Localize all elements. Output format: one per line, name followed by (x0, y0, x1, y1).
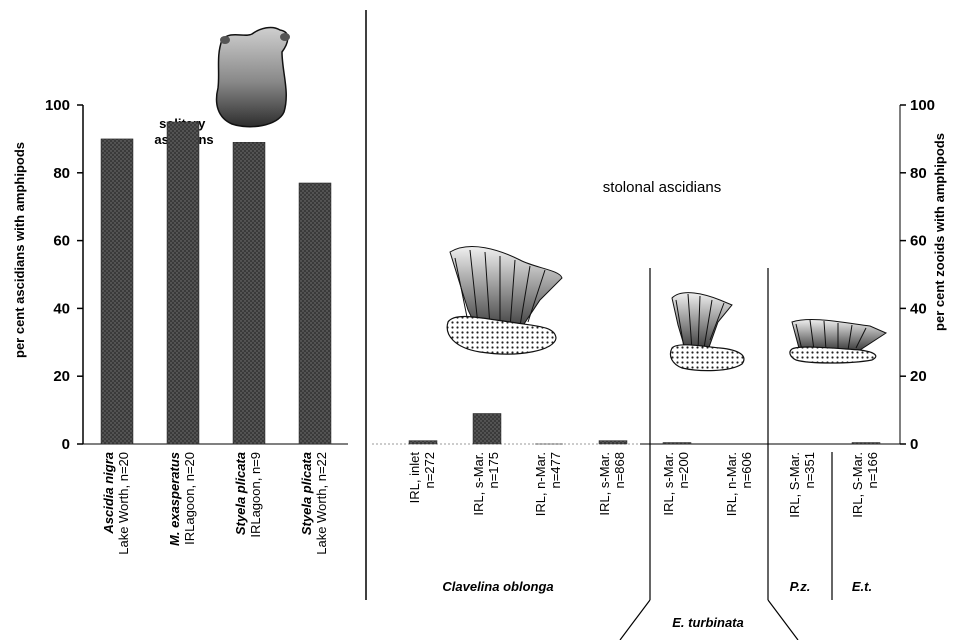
n-label: n=200 (676, 452, 691, 489)
bar-solitary (100, 138, 134, 445)
stolonal-ascidian-drawing-2 (669, 292, 745, 372)
species-name: Styela plicata (299, 452, 314, 535)
left-tick-label: 0 (62, 436, 70, 453)
site-label: IRL, n-Mar. (533, 452, 548, 516)
category-label: M. exasperatus IRLagoon, n=20 (167, 452, 197, 546)
left-axis-title: per cent ascidians with amphipods (12, 142, 27, 358)
category-label: IRL, s-Mar. n=200 (661, 452, 691, 516)
left-tick-label: 60 (53, 233, 70, 250)
category-label: IRL, s-Mar. n=175 (471, 452, 501, 516)
group-labels: Clavelina oblonga E. turbinata P.z. E.t. (442, 579, 872, 630)
n-label: n=477 (548, 452, 563, 489)
solitary-ascidian-drawing (215, 26, 290, 128)
right-tick-label: 0 (910, 436, 918, 453)
bars (100, 121, 881, 445)
site-label: IRL, s-Mar. (661, 452, 676, 516)
stolonal-ascidian-drawing (446, 246, 563, 355)
site-label: IRL, inlet (407, 452, 422, 504)
category-label: IRL, inlet n=272 (407, 452, 437, 504)
left-tick-label: 20 (53, 368, 70, 385)
site-label: IRL, S-Mar. (787, 452, 802, 518)
left-tick-label: 40 (53, 300, 70, 317)
n-label: n=175 (486, 452, 501, 489)
bar-stolonal (662, 442, 692, 445)
n-label: n=351 (802, 452, 817, 489)
site-label: IRL, n-Mar. (724, 452, 739, 516)
bar-solitary (232, 142, 266, 445)
bracket-line (767, 599, 799, 640)
species-name: M. exasperatus (167, 452, 182, 546)
site-label: IRL, s-Mar. (471, 452, 486, 516)
right-tick-label: 60 (910, 233, 927, 250)
n-label: n=868 (612, 452, 627, 489)
n-label: n=166 (865, 452, 880, 489)
site-label: IRLagoon, n=20 (182, 452, 197, 545)
group-label: E.t. (852, 579, 872, 594)
site-label: Lake Worth, n=20 (116, 452, 131, 555)
bar-stolonal (472, 413, 502, 445)
species-name: Ascidia nigra (101, 452, 116, 535)
bar-stolonal (851, 442, 881, 445)
site-label: IRL, s-Mar. (597, 452, 612, 516)
x-labels: Ascidia nigra Lake Worth, n=20 M. exaspera… (101, 452, 880, 555)
right-tick-label: 40 (910, 300, 927, 317)
stolonal-ascidian-drawing-3 (789, 318, 888, 364)
left-y-ticks: 0 20 40 60 80 100 (45, 97, 83, 453)
bar-stolonal (598, 440, 628, 445)
right-y-ticks: 0 20 40 60 80 100 (900, 97, 935, 453)
right-axis-title: per cent zooids with amphipods (932, 133, 947, 331)
site-label: IRLagoon, n=9 (248, 452, 263, 538)
group-label: E. turbinata (672, 615, 744, 630)
group-label: Clavelina oblonga (442, 579, 553, 594)
n-label: n=606 (739, 452, 754, 489)
category-label: Styela plicata Lake Worth, n=22 (299, 452, 329, 555)
left-tick-label: 100 (45, 97, 70, 114)
category-label: IRL, S-Mar. n=351 (787, 452, 817, 518)
category-label: IRL, s-Mar. n=868 (597, 452, 627, 516)
group-label: P.z. (790, 579, 811, 594)
right-tick-label: 20 (910, 368, 927, 385)
bracket-line (619, 599, 651, 640)
category-label: IRL, n-Mar. n=606 (724, 452, 754, 516)
right-tick-label: 100 (910, 97, 935, 114)
left-tick-label: 80 (53, 165, 70, 182)
bar-stolonal (408, 440, 438, 445)
site-label: Lake Worth, n=22 (314, 452, 329, 555)
bar-solitary (298, 182, 332, 445)
bar-solitary (166, 121, 200, 445)
site-label: IRL, S-Mar. (850, 452, 865, 518)
category-label: IRL, S-Mar. n=166 (850, 452, 880, 518)
category-label: IRL, n-Mar. n=477 (533, 452, 563, 516)
stolonal-label: stolonal ascidians (603, 179, 721, 196)
right-tick-label: 80 (910, 165, 927, 182)
category-label: Ascidia nigra Lake Worth, n=20 (101, 452, 131, 555)
n-label: n=272 (422, 452, 437, 489)
species-name: Styela plicata (233, 452, 248, 535)
category-label: Styela plicata IRLagoon, n=9 (233, 452, 263, 538)
